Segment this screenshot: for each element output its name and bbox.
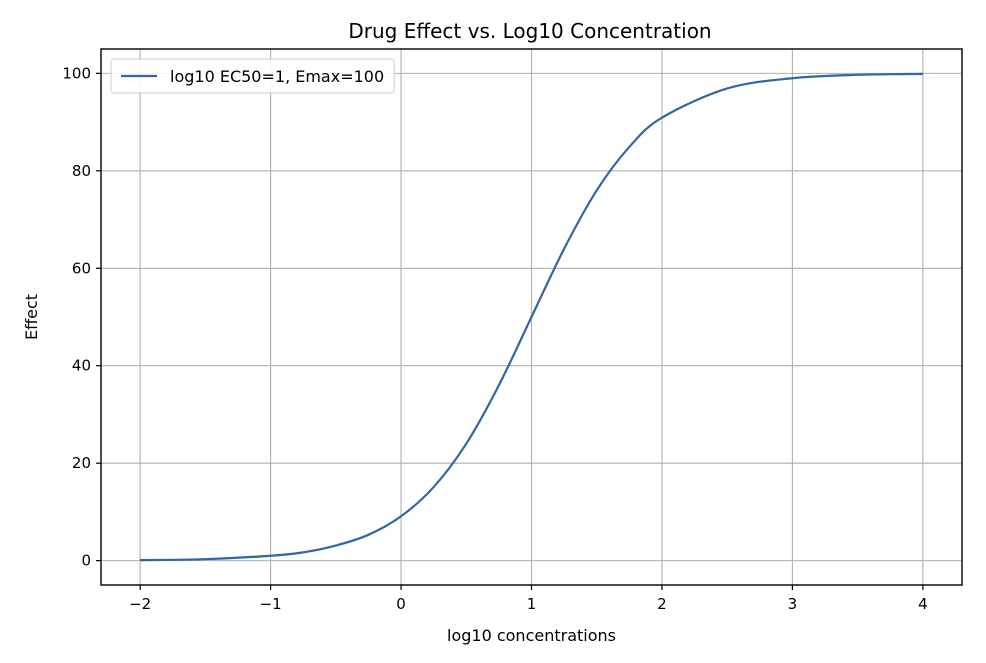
y-tick-label: 40 xyxy=(72,357,91,375)
legend: log10 EC50=1, Emax=100 xyxy=(110,58,395,94)
x-tick-label: −1 xyxy=(260,595,282,613)
x-tick-label: 4 xyxy=(918,595,928,613)
x-tick-label: −2 xyxy=(129,595,151,613)
x-tick-label: 1 xyxy=(527,595,537,613)
series-line xyxy=(140,72,923,562)
legend-label: log10 EC50=1, Emax=100 xyxy=(170,67,384,86)
y-tick-label: 0 xyxy=(81,552,91,570)
y-tick-label: 20 xyxy=(72,454,91,472)
x-axis-label: log10 concentrations xyxy=(447,626,616,645)
series-layer xyxy=(140,72,923,562)
chart-title: Drug Effect vs. Log10 Concentration xyxy=(348,19,711,43)
x-tick-label: 3 xyxy=(788,595,798,613)
x-tick-label: 2 xyxy=(657,595,667,613)
legend-box xyxy=(110,58,395,94)
y-tick-label: 100 xyxy=(62,64,91,82)
grid xyxy=(101,49,962,585)
y-axis-label: Effect xyxy=(22,294,41,340)
y-tick-label: 80 xyxy=(72,162,91,180)
y-tick-label: 60 xyxy=(72,259,91,277)
x-tick-label: 0 xyxy=(396,595,406,613)
